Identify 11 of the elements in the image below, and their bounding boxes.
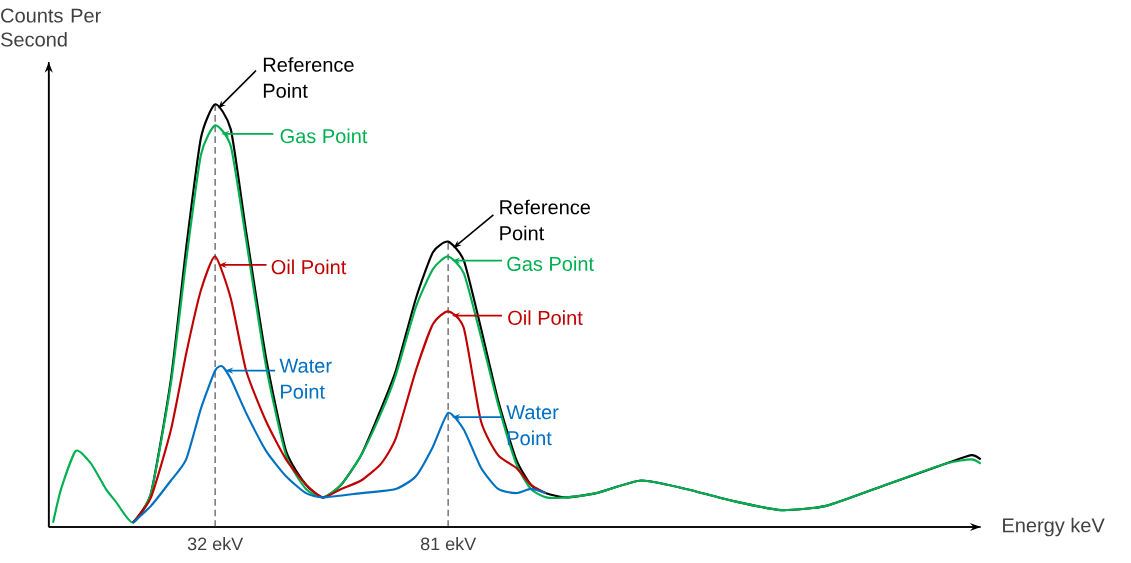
annotation: Oil Point: [508, 310, 583, 325]
annotation: Water Point: [279, 358, 332, 399]
annotation: Reference Point: [263, 57, 354, 98]
x-tick-label: 32 ekV: [187, 537, 244, 551]
annotation: Reference Point: [500, 199, 591, 241]
annotation: Oil Point: [271, 259, 347, 275]
annotation: Gas Point: [507, 256, 594, 272]
x-tick-label: 81 ekV: [420, 537, 477, 551]
annotation: Gas Point: [280, 128, 368, 144]
x-axis-title: Energy keV: [1003, 517, 1105, 537]
y-axis-title: Counts Per Second: [1, 8, 101, 47]
